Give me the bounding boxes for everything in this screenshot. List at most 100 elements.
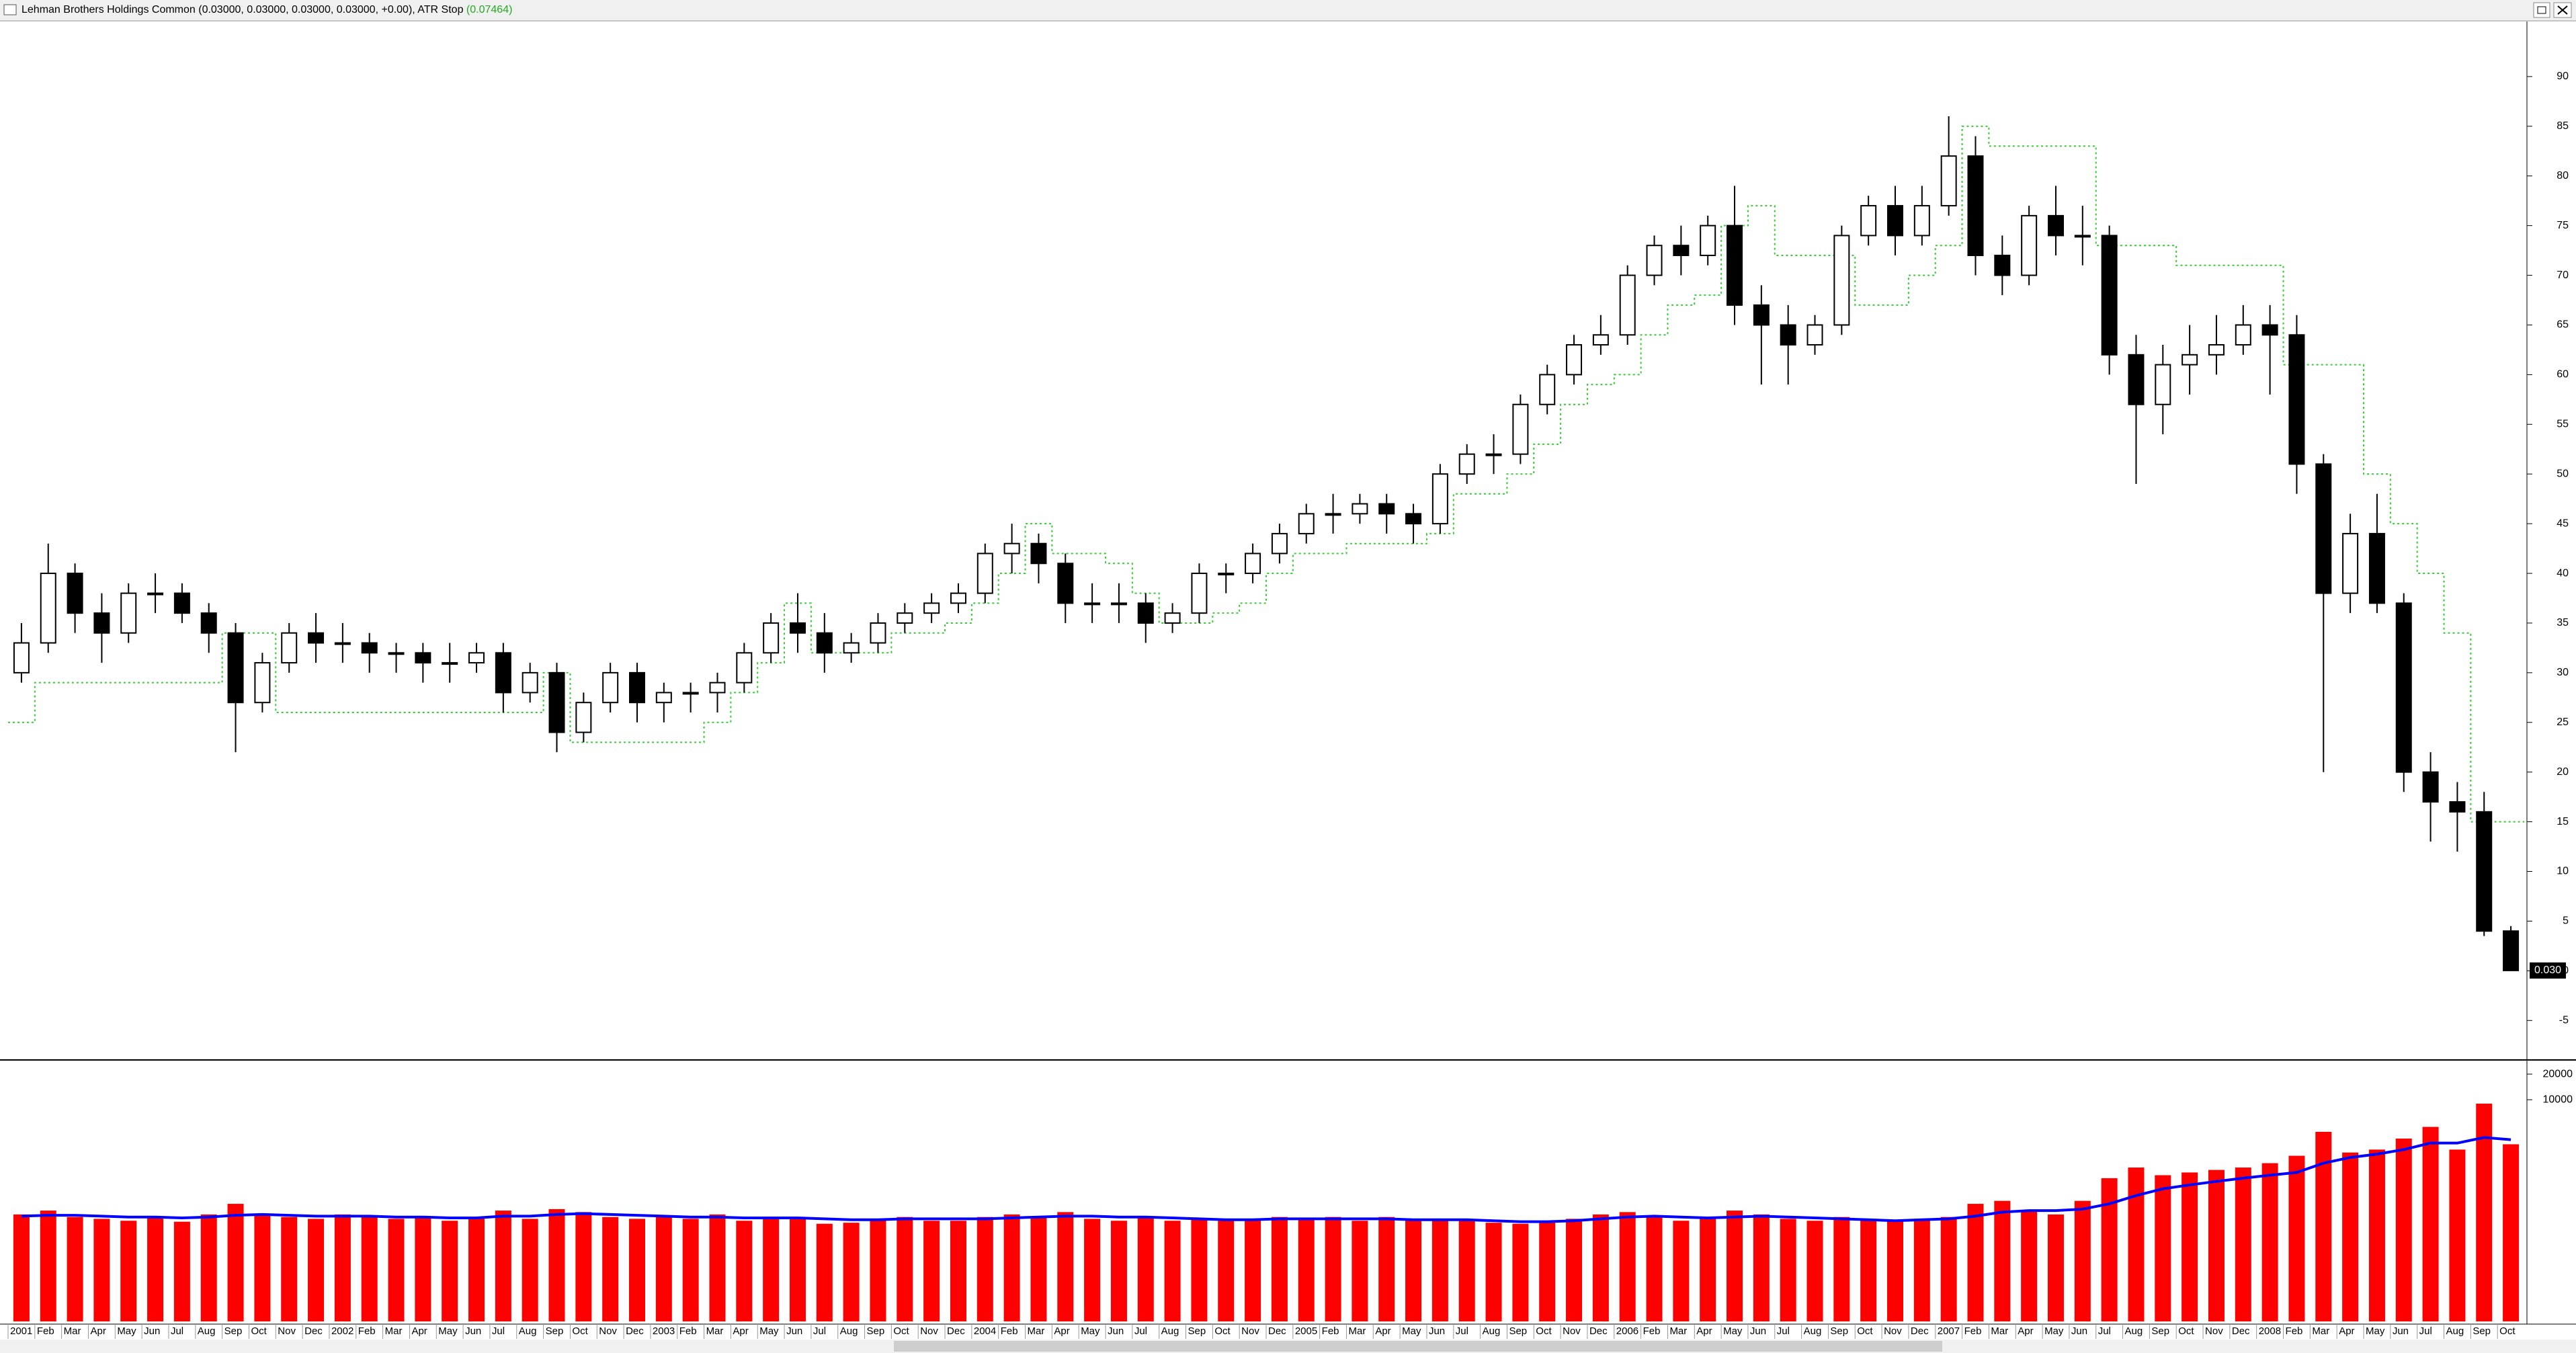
x-tick-label: Mar: [1348, 1325, 1366, 1337]
volume-bar: [870, 1219, 886, 1321]
volume-bar: [682, 1219, 699, 1321]
x-tick-label: Oct: [2499, 1325, 2516, 1337]
volume-bar: [415, 1216, 431, 1321]
candle-body: [2128, 354, 2145, 405]
candle-body: [1994, 255, 2011, 276]
volume-bar: [1673, 1221, 1690, 1321]
y-tick-label: 55: [2557, 419, 2569, 430]
x-tick-label: 2006: [1616, 1325, 1638, 1337]
title-bar: [0, 0, 2576, 20]
volume-bar: [1646, 1217, 1663, 1321]
candle-body: [736, 652, 753, 684]
volume-bar: [1298, 1219, 1315, 1321]
x-tick-label: May: [2366, 1325, 2385, 1337]
x-tick-label: Jun: [1108, 1325, 1124, 1337]
candle-body: [1913, 205, 1930, 237]
candle-body: [1378, 503, 1395, 515]
x-tick-label: Dec: [2232, 1325, 2250, 1337]
candle-body: [2101, 235, 2118, 356]
volume-bar: [1458, 1221, 1475, 1321]
atr-stop-line: [8, 125, 2524, 823]
window-icon: [3, 4, 17, 15]
x-tick-label: Dec: [626, 1325, 644, 1337]
y-tick-label: 50: [2557, 468, 2569, 479]
candle-body: [655, 692, 672, 704]
candle-body: [1271, 532, 1288, 555]
x-tick-label: 2002: [331, 1325, 354, 1337]
candle-body: [1539, 374, 1556, 405]
title-main: Lehman Brothers Holdings Common (0.03000…: [22, 4, 464, 15]
x-tick-label: Dec: [1589, 1325, 1608, 1337]
candle-body: [468, 652, 485, 664]
candle-body: [1352, 503, 1368, 515]
x-tick-label: Jul: [1456, 1325, 1468, 1337]
volume-bar: [1967, 1204, 1984, 1321]
candle-body: [1860, 205, 1877, 237]
x-tick-label: Apr: [2339, 1325, 2354, 1337]
x-tick-label: May: [1402, 1325, 1421, 1337]
candle-body: [1673, 245, 1690, 256]
candle-body: [548, 671, 565, 733]
x-tick-label: Feb: [679, 1325, 697, 1337]
candle-body: [1191, 573, 1208, 614]
x-tick-label: Nov: [1563, 1325, 1581, 1337]
last-price-box: [2530, 962, 2566, 979]
y-tick-label: 80: [2557, 170, 2569, 181]
volume-bar: [1619, 1212, 1636, 1321]
x-tick-label: Feb: [1322, 1325, 1339, 1337]
candle-body: [2074, 235, 2091, 238]
volume-bar: [2261, 1163, 2278, 1321]
window-title: Lehman Brothers Holdings Common (0.03000…: [22, 4, 512, 15]
volume-bar: [13, 1214, 30, 1321]
candle-body: [2476, 811, 2493, 932]
volume-bar: [254, 1214, 271, 1321]
volume-bar: [1539, 1221, 1556, 1321]
candle-body: [1405, 513, 1422, 525]
volume-bar: [897, 1217, 913, 1321]
x-tick-label: Jul: [1777, 1325, 1790, 1337]
x-tick-label: Jun: [1750, 1325, 1766, 1337]
volume-bar: [281, 1217, 298, 1321]
volume-bar: [2128, 1167, 2145, 1321]
x-tick-label: Dec: [1911, 1325, 1929, 1337]
volume-bar: [1753, 1214, 1770, 1321]
volume-bar: [629, 1219, 645, 1321]
x-tick-label: Jun: [2071, 1325, 2087, 1337]
volume-bar: [2074, 1200, 2091, 1321]
volume-bar: [977, 1217, 993, 1321]
x-tick-label: Nov: [599, 1325, 617, 1337]
volume-bar: [950, 1221, 966, 1321]
candle-body: [2155, 364, 2171, 405]
volume-bar: [2395, 1138, 2412, 1321]
volume-bar: [1485, 1223, 1502, 1321]
x-tick-label: Mar: [2312, 1325, 2329, 1337]
close-icon: [2557, 5, 2568, 15]
restore-button[interactable]: [2533, 2, 2550, 18]
volume-bar: [2182, 1172, 2198, 1321]
volume-bar: [2021, 1211, 2038, 1321]
candle-body: [2288, 334, 2305, 465]
candle-body: [1218, 573, 1235, 576]
x-tick-label: Aug: [1483, 1325, 1501, 1337]
x-tick-label: May: [117, 1325, 136, 1337]
x-tick-label: Aug: [198, 1325, 216, 1337]
x-tick-label: Feb: [1001, 1325, 1018, 1337]
x-tick-label: Apr: [1696, 1325, 1712, 1337]
scrollbar-thumb[interactable]: [894, 1341, 1942, 1352]
x-tick-label: Feb: [1964, 1325, 1982, 1337]
x-tick-label: Feb: [37, 1325, 54, 1337]
volume-bar: [1566, 1219, 1583, 1321]
candle-body: [442, 662, 458, 665]
volume-bar: [1245, 1219, 1261, 1321]
volume-bar: [1057, 1212, 1074, 1321]
candle-body: [227, 632, 244, 704]
x-tick-label: Mar: [1669, 1325, 1687, 1337]
x-tick-label: Oct: [2178, 1325, 2194, 1337]
x-tick-label: Sep: [867, 1325, 885, 1337]
candle-body: [1940, 155, 1957, 207]
candle-body: [2449, 801, 2466, 813]
candle-body: [200, 612, 217, 634]
x-tick-label: 2008: [2259, 1325, 2281, 1337]
window-buttons[interactable]: [2533, 2, 2572, 18]
